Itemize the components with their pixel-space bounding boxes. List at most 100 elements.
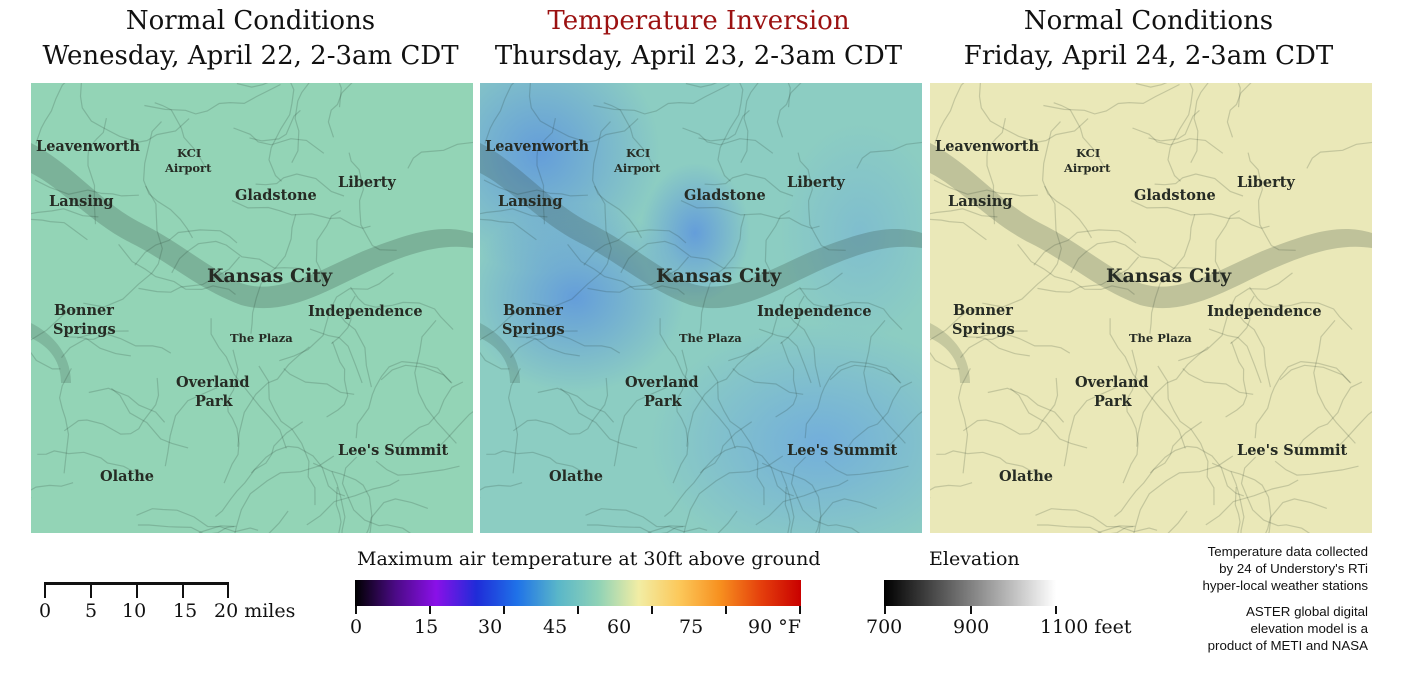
terrain-drainage (532, 185, 612, 308)
terrain-drainage (1279, 364, 1351, 384)
panel-title-3: Normal Conditions Friday, April 24, 2-3a… (926, 4, 1371, 74)
label-kci-airport-line2: Airport (165, 161, 212, 175)
terrain-drainage (1053, 102, 1106, 168)
terrain-drainage (198, 525, 235, 533)
terrain-drainage (815, 498, 878, 533)
terrain-drainage (515, 336, 580, 357)
panel-title-2-date: Thursday, April 23, 2-3am CDT (494, 41, 903, 71)
terrain-drainage (171, 240, 301, 274)
map-panel-friday: Leavenworth KCI Airport Lansing Gladstone Lib… (930, 83, 1372, 533)
terrain-drainage (137, 524, 237, 533)
terrain-drainage (976, 332, 1071, 354)
credit-line-1: Temperature data collected (1207, 544, 1368, 559)
missouri-river (480, 143, 922, 309)
terrain-drainage (785, 310, 821, 388)
terrain-drainage (1149, 445, 1244, 497)
terrain-drainage (1306, 141, 1372, 169)
terrain-drainage (1265, 498, 1328, 533)
elev-tick-700 (884, 606, 886, 614)
terrain-drainage (583, 229, 687, 266)
terrain-drainage (978, 83, 1089, 143)
terrain-drainage (986, 117, 1006, 225)
panel-title-2-heading: Temperature Inversion (547, 6, 850, 36)
map-panel-thursday: Leavenworth KCI Airport Lansing Gladstone Lib… (480, 83, 922, 533)
label-bonner-springs-line1: Bonner (953, 302, 1013, 319)
terrain-drainage (250, 445, 345, 497)
map-panel-wednesday: Leavenworth KCI Airport Lansing Gladstone Lib… (31, 83, 473, 533)
terrain-drainage (136, 508, 259, 533)
terrain-drainage (331, 295, 356, 345)
terrain-drainage (268, 510, 289, 533)
terrain-drainage (797, 152, 846, 251)
label-bonner-springs-line1: Bonner (503, 302, 563, 319)
terrain-drainage (686, 346, 759, 447)
terrain-drainage (1249, 286, 1353, 330)
terrain-drainage (784, 486, 791, 533)
label-bonner-springs-line2: Springs (53, 321, 116, 338)
terrain-drainage (1178, 272, 1293, 362)
terrain-drainage (933, 179, 1038, 197)
terrain-drainage (603, 102, 656, 168)
terrain-drainage (1208, 328, 1262, 384)
label-overland-park-line2: Park (195, 393, 233, 410)
panel-title-1-heading: Normal Conditions (125, 6, 376, 36)
label-lees-summit: Lee's Summit (338, 442, 449, 459)
terrain-drainage (957, 368, 971, 474)
temp-tick-60 (651, 606, 653, 614)
label-gladstone: Gladstone (684, 187, 766, 204)
label-the-plaza: The Plaza (679, 331, 742, 345)
terrain-lines (31, 83, 473, 533)
terrain-drainage (88, 387, 166, 423)
terrain-drainage (380, 364, 452, 384)
terrain-drainage (210, 318, 287, 449)
terrain-drainage (776, 83, 802, 138)
terrain-lines (480, 83, 922, 533)
terrain-drainage (1035, 508, 1158, 533)
terrain-drainage (480, 482, 523, 491)
terrain-drainage (672, 349, 689, 484)
terrain-drainage (231, 200, 371, 229)
label-lansing: Lansing (498, 193, 563, 210)
terrain-drainage (1070, 240, 1200, 274)
label-overland-park-line1: Overland (1075, 374, 1149, 391)
terrain-drainage (1133, 455, 1234, 533)
terrain-drainage (1157, 365, 1215, 506)
panel-title-1-date: Wenesday, April 22, 2-3am CDT (42, 41, 459, 71)
terrain-drainage (1114, 421, 1203, 517)
panel-title-3-date: Friday, April 24, 2-3am CDT (963, 41, 1334, 71)
terrain-drainage (483, 179, 588, 197)
label-lansing: Lansing (49, 193, 114, 210)
terrain-drainage (659, 318, 736, 449)
label-kansas-city: Kansas City (207, 265, 333, 287)
terrain-drainage (758, 328, 812, 384)
terrain-drainage (1010, 388, 1088, 449)
terrain-drainage (79, 83, 190, 143)
terrain-drainage (309, 328, 363, 384)
terrain-drainage (350, 286, 454, 330)
terrain-drainage (315, 210, 342, 288)
credit-line-2: by 24 of Understory's RTi (1219, 561, 1368, 576)
terrain-drainage (526, 332, 621, 354)
label-kansas-city: Kansas City (656, 265, 782, 287)
label-overland-park-line2: Park (644, 393, 682, 410)
label-kci-airport-line1: KCI (177, 146, 202, 160)
terrain-drainage (620, 240, 750, 274)
scale-tick-20 (227, 584, 229, 598)
terrain-drainage (31, 482, 74, 491)
elev-label-900: 900 (953, 616, 990, 638)
terrain-drainage (780, 471, 795, 533)
terrain-drainage (31, 208, 99, 218)
terrain-drainage (1109, 318, 1186, 449)
map-base (930, 83, 1372, 533)
panel-title-1: Normal Conditions Wenesday, April 22, 2-… (28, 4, 473, 74)
label-olathe: Olathe (100, 468, 154, 485)
label-independence: Independence (308, 303, 423, 320)
terrain-drainage (480, 208, 548, 218)
temp-tick-90 (799, 606, 801, 614)
terrain-drainage (528, 83, 639, 143)
terrain-drainage (134, 229, 238, 266)
terrain-drainage (647, 525, 684, 533)
label-leavenworth: Leavenworth (36, 138, 141, 155)
terrain-drainage (237, 346, 310, 447)
terrain-drainage (215, 421, 304, 517)
